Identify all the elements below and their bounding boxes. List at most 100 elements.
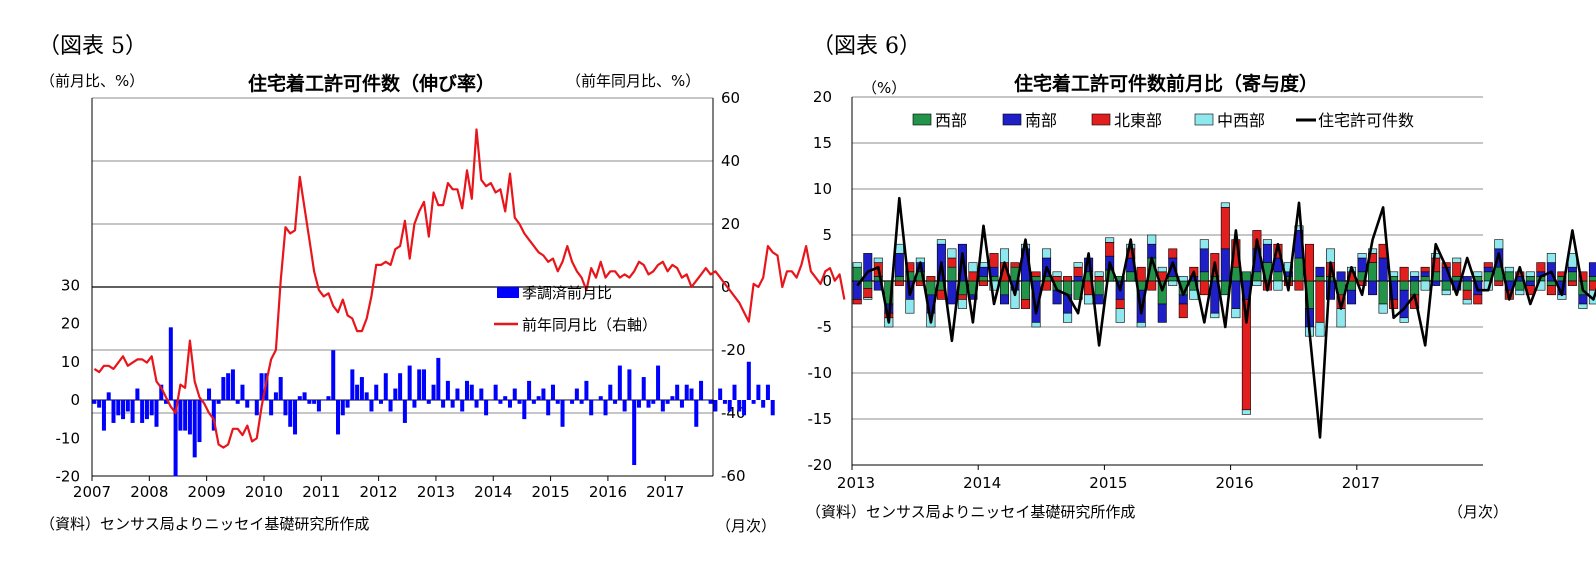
right-bar-0-49 [1368, 262, 1378, 282]
left-legend-line-label: 前年同月比（右軸） [522, 316, 657, 334]
right-x-tick-4: 2017 [1342, 474, 1380, 492]
right-bar-2-35 [1220, 207, 1230, 250]
left-bar-1 [97, 400, 102, 408]
left-bar-124 [684, 384, 689, 400]
left-bar-101 [574, 388, 579, 400]
right-bar-3-57 [1452, 257, 1462, 263]
left-bar-117 [651, 400, 656, 404]
right-bar-3-22 [1084, 294, 1094, 305]
left-bar-91 [527, 380, 532, 400]
right-bar-1-48 [1357, 257, 1367, 273]
right-bar-3-63 [1515, 289, 1525, 296]
left-chart-title: 住宅着工許可件数（伸び率） [248, 73, 496, 95]
right-bar-3-36 [1231, 308, 1241, 319]
left-bar-54 [350, 369, 355, 400]
left-bar-125 [689, 388, 694, 400]
right-bar-3-20 [1063, 312, 1073, 323]
fig6-label: （図表 6） [812, 34, 921, 59]
right-bar-2-13 [989, 253, 999, 268]
left-bar-35 [259, 373, 264, 400]
right-bar-3-54 [1420, 280, 1430, 291]
left-bar-119 [660, 400, 665, 412]
right-bar-0-64 [1525, 276, 1535, 282]
right-bar-3-34 [1210, 312, 1220, 319]
right-bar-0-26 [1126, 271, 1136, 282]
right-bar-2-31 [1178, 303, 1188, 319]
right-bar-3-35 [1220, 202, 1230, 208]
left-chart-source: （資料）センサス局よりニッセイ基礎研究所作成 [40, 515, 370, 533]
left-bar-38 [273, 392, 278, 400]
left-bar-77 [460, 400, 465, 412]
right-legend-label-3: 中西部 [1217, 111, 1265, 130]
left-x-tick-3: 2010 [245, 483, 283, 501]
right-bar-3-30 [1168, 280, 1178, 286]
left-bar-59 [374, 384, 379, 400]
right-chart-source: （資料）センサス局よりニッセイ基礎研究所作成 [806, 503, 1136, 521]
left-bar-80 [474, 400, 479, 408]
right-bar-2-57 [1452, 262, 1462, 277]
left-left-tick-0: 30 [61, 276, 80, 294]
left-bar-7 [125, 400, 130, 412]
right-bar-0-66 [1546, 280, 1556, 286]
left-bar-137 [746, 361, 751, 400]
right-bar-2-33 [1199, 280, 1209, 296]
right-bar-2-1 [863, 288, 873, 298]
right-bar-0-4 [894, 276, 904, 282]
right-bar-2-16 [1021, 299, 1031, 309]
right-legend-label-1: 南部 [1025, 111, 1057, 130]
right-bar-0-40 [1273, 271, 1283, 282]
left-bar-27 [221, 377, 226, 400]
left-bar-32 [245, 400, 250, 408]
left-bar-120 [665, 400, 670, 404]
right-bar-2-10 [957, 294, 967, 300]
left-bar-17 [173, 400, 178, 477]
left-bar-82 [484, 400, 489, 416]
right-bar-0-68 [1567, 271, 1577, 282]
left-bar-75 [450, 400, 455, 408]
left-bar-132 [722, 400, 727, 404]
right-bar-3-5 [905, 299, 915, 314]
right-bar-2-7 [926, 276, 936, 282]
left-right-tick-0: 60 [721, 89, 740, 107]
left-bar-52 [340, 400, 345, 416]
right-bar-2-15 [1010, 262, 1020, 268]
right-bar-1-47 [1347, 289, 1357, 305]
left-bar-13 [154, 400, 159, 427]
left-bar-10 [140, 400, 145, 423]
left-bar-131 [718, 388, 723, 400]
left-bar-73 [441, 400, 446, 408]
right-bar-0-50 [1378, 280, 1388, 305]
right-bar-2-4 [894, 280, 904, 286]
left-bar-45 [307, 400, 312, 404]
right-y-tick-2: 10 [813, 180, 832, 198]
right-bar-2-17 [1031, 271, 1041, 277]
right-bar-1-46 [1336, 271, 1346, 282]
right-bar-2-12 [978, 280, 988, 286]
right-bar-0-30 [1168, 276, 1178, 282]
left-bar-99 [565, 400, 570, 401]
right-bar-3-10 [957, 299, 967, 309]
right-y-tick-3: 5 [822, 226, 832, 244]
left-bar-138 [751, 400, 756, 404]
left-bar-141 [765, 384, 770, 400]
right-bar-1-4 [894, 253, 904, 277]
right-bar-3-52 [1399, 317, 1409, 323]
left-x-tick-5: 2012 [360, 483, 398, 501]
left-bar-16 [168, 327, 173, 400]
right-bar-0-56 [1441, 280, 1451, 291]
left-chart-x-unit: （月次） [716, 517, 777, 535]
right-bar-2-25 [1115, 299, 1125, 309]
left-x-tick-1: 2008 [130, 483, 168, 501]
left-chart-right-unit: （前年同月比、%） [566, 72, 701, 90]
right-bar-3-29 [1157, 266, 1167, 273]
left-bar-98 [560, 400, 565, 427]
right-x-tick-2: 2015 [1089, 474, 1127, 492]
right-bar-3-25 [1115, 308, 1125, 323]
left-bar-37 [269, 400, 274, 416]
right-bar-3-38 [1252, 280, 1262, 286]
left-bar-118 [656, 365, 661, 400]
right-y-tick-4: 0 [822, 272, 832, 290]
left-x-tick-10: 2017 [646, 483, 684, 501]
left-bar-96 [550, 384, 555, 400]
left-bar-81 [479, 388, 484, 400]
